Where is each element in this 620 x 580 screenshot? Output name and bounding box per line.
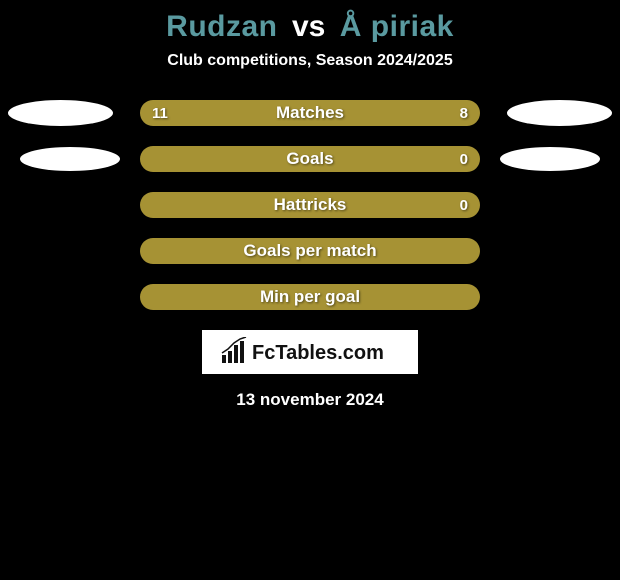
stat-value-right: 8 — [460, 105, 468, 122]
stat-bar: 11 Matches 8 — [140, 100, 480, 126]
stat-bar: Goals per match — [140, 238, 480, 264]
stat-row: Goals per match — [0, 228, 620, 274]
vs-label: vs — [292, 10, 325, 43]
player-ellipse-left — [20, 147, 120, 171]
player1-name: Rudzan — [166, 10, 277, 43]
stat-row: Goals 0 — [0, 136, 620, 182]
stat-value-right: 0 — [460, 151, 468, 168]
subtitle: Club competitions, Season 2024/2025 — [0, 52, 620, 90]
stat-label: Goals per match — [243, 241, 376, 261]
stat-row: 11 Matches 8 — [0, 90, 620, 136]
logo-box: FcTables.com — [0, 330, 620, 374]
player-ellipse-left — [8, 100, 113, 126]
stat-value-left: 11 — [152, 105, 168, 122]
fctables-logo: FcTables.com — [202, 330, 418, 374]
stat-bar: Min per goal — [140, 284, 480, 310]
stats-list: 11 Matches 8 Goals 0 Hattricks 0 Goals per matc… — [0, 90, 620, 320]
stat-bar: Goals 0 — [140, 146, 480, 172]
stat-label: Min per goal — [260, 287, 360, 307]
stat-label: Goals — [286, 149, 333, 169]
comparison-container: Rudzan vs Å piriak Club competitions, Se… — [0, 0, 620, 410]
date-label: 13 november 2024 — [0, 390, 620, 410]
stat-row: Hattricks 0 — [0, 182, 620, 228]
stat-label: Matches — [276, 103, 344, 123]
logo-text: FcTables.com — [252, 342, 384, 364]
player-ellipse-right — [500, 147, 600, 171]
page-title: Rudzan vs Å piriak — [0, 0, 620, 52]
player-ellipse-right — [507, 100, 612, 126]
stat-label: Hattricks — [274, 195, 347, 215]
stat-value-right: 0 — [460, 197, 468, 214]
stat-bar: Hattricks 0 — [140, 192, 480, 218]
player2-name: Å piriak — [340, 10, 454, 43]
stat-row: Min per goal — [0, 274, 620, 320]
